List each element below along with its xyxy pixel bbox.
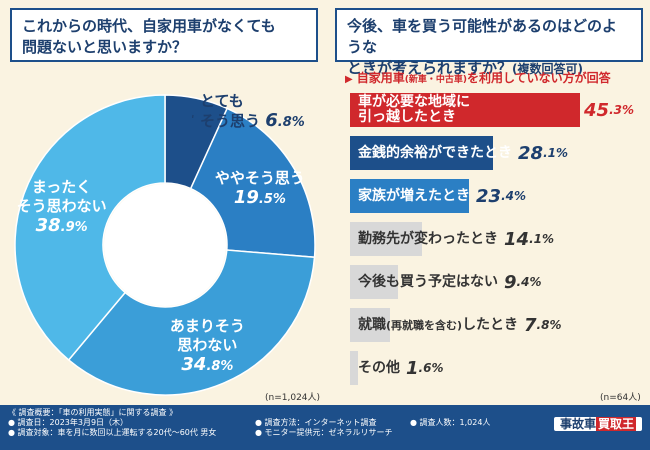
bar — [350, 179, 469, 213]
footer-provider: ● モニター提供元：ゼネラルリサーチ — [255, 428, 393, 437]
bar-label: 家族が増えたとき — [358, 179, 470, 213]
right-sample-size: (n=64人) — [600, 393, 641, 403]
donut-slice — [14, 94, 166, 362]
bar-label: 車が必要な地域に 引っ越したとき — [358, 93, 470, 127]
bar-value: 1.6% — [406, 357, 444, 379]
bar-label-text: 就職(再就職を含む)したとき — [358, 316, 519, 333]
bar-label: その他 — [358, 351, 400, 385]
slice-label-text: ややそう思う — [214, 169, 305, 188]
slice-label-text: そう思う 6.8% — [200, 110, 305, 131]
left-question-line2: 問題ないと思いますか？ — [22, 38, 188, 56]
slice-value: 6.8% — [265, 110, 305, 131]
slice-label-text: 思わない — [177, 335, 238, 354]
footer-title: 《 調査概要：「車の利用実態」に関する調査 》 — [8, 408, 178, 417]
bar-label-text: 車が必要な地域に 引っ越したとき — [358, 94, 470, 125]
bar-label-text: 今後も買う予定はない — [358, 273, 498, 290]
slice-label: ややそう思う 19.5% — [215, 169, 305, 209]
bar-value: 23.4% — [476, 185, 526, 207]
slice-label-text: そう思わない — [16, 196, 107, 215]
donut-hole — [104, 184, 226, 306]
bar — [350, 351, 359, 385]
slice-value: 34.8% — [181, 353, 234, 375]
slice-label-text: あまりそう — [169, 316, 245, 335]
bar-label-text: 金銭的余裕ができたとき — [358, 144, 512, 161]
bar-value: 45.3% — [584, 99, 634, 121]
footer-method: ● 調査方法：インターネット調査 — [255, 418, 377, 427]
bar-label-text: 家族が増えたとき — [358, 187, 470, 204]
footer-count: ● 調査人数：1,024人 — [410, 418, 491, 427]
respondent-condition: ▶ 自家用車(新車・中古車)を利用していない方が回答 — [345, 69, 645, 86]
right-question-box: 今後、車を買う可能性があるのはどのような ときが考えられますか？(複数回答可) — [335, 8, 643, 77]
bar-label: 勤務先が変わったとき — [358, 222, 498, 256]
donut-chart — [14, 94, 316, 396]
brand-logo: 事故車 買取王 — [553, 417, 642, 431]
bar-label-text: その他 — [358, 359, 400, 376]
footer-target: ● 調査対象：車を月に数回以上運転する20代〜60代 男女 — [8, 428, 217, 437]
bar-row: 車が必要な地域に 引っ越したとき 45.3% — [350, 93, 645, 127]
condition-text-b: を利用していない方が回答 — [466, 71, 611, 85]
bar — [350, 265, 398, 299]
bar-value: 9.4% — [504, 271, 542, 293]
survey-footer: 《 調査概要：「車の利用実態」に関する調査 》 ● 調査日：2023年3月9日（… — [0, 405, 650, 450]
bar — [350, 93, 580, 127]
bar-row: その他 1.6% — [350, 351, 645, 385]
right-question-line1: 今後、車を買う可能性があるのはどのような — [347, 17, 618, 56]
bar-value: 7.8% — [524, 314, 562, 336]
logo-text-b: 買取王 — [595, 417, 636, 431]
slice-value: 19.5% — [233, 187, 286, 209]
slice-label: あまりそう 思わない 34.8% — [170, 317, 245, 376]
condition-text-a: 自家用車 — [356, 71, 405, 85]
bar-row: 今後も買う予定はない 9.4% — [350, 265, 645, 299]
bar-row: 就職(再就職を含む)したとき 7.8% — [350, 308, 645, 342]
left-sample-size: (n=1,024人) — [265, 393, 321, 403]
left-question-box: これからの時代、自家用車がなくても 問題ないと思いますか？ — [10, 8, 318, 62]
bar-label: 就職(再就職を含む)したとき — [358, 308, 518, 342]
right-question-sub: (複数回答可) — [512, 62, 583, 76]
condition-marker: ▶ — [345, 74, 353, 85]
slice-label-text: とても — [200, 92, 244, 110]
logo-text-a: 事故車 — [559, 417, 596, 431]
bar-value: 28.1% — [518, 142, 568, 164]
bar — [350, 136, 493, 170]
bar-row: 金銭的余裕ができたとき 28.1% — [350, 136, 645, 170]
slice-label: まったく そう思わない 38.9% — [17, 178, 107, 237]
footer-date: ● 調査日：2023年3月9日（木） — [8, 418, 129, 427]
slice-value: 38.9% — [35, 214, 88, 236]
donut-slice — [67, 249, 316, 396]
bar-row: 家族が増えたとき 23.4% — [350, 179, 645, 213]
condition-text-paren: (新車・中古車) — [404, 75, 467, 85]
bar-label: 金銭的余裕ができたとき — [358, 136, 512, 170]
right-question-line2: ときが考えられますか？ — [347, 59, 513, 77]
bar — [350, 308, 390, 342]
slice-label-text: まったく — [31, 177, 92, 196]
bar — [350, 222, 422, 256]
bar-label-text: 勤務先が変わったとき — [358, 230, 498, 247]
donut-slice — [189, 107, 316, 259]
bar-row: 勤務先が変わったとき 14.1% — [350, 222, 645, 256]
bar-label: 今後も買う予定はない — [358, 265, 498, 299]
bar-value: 14.1% — [504, 228, 554, 250]
left-question-line1: これからの時代、自家用車がなくても — [22, 17, 276, 35]
slice-label: とても そう思う 6.8% — [200, 92, 305, 132]
